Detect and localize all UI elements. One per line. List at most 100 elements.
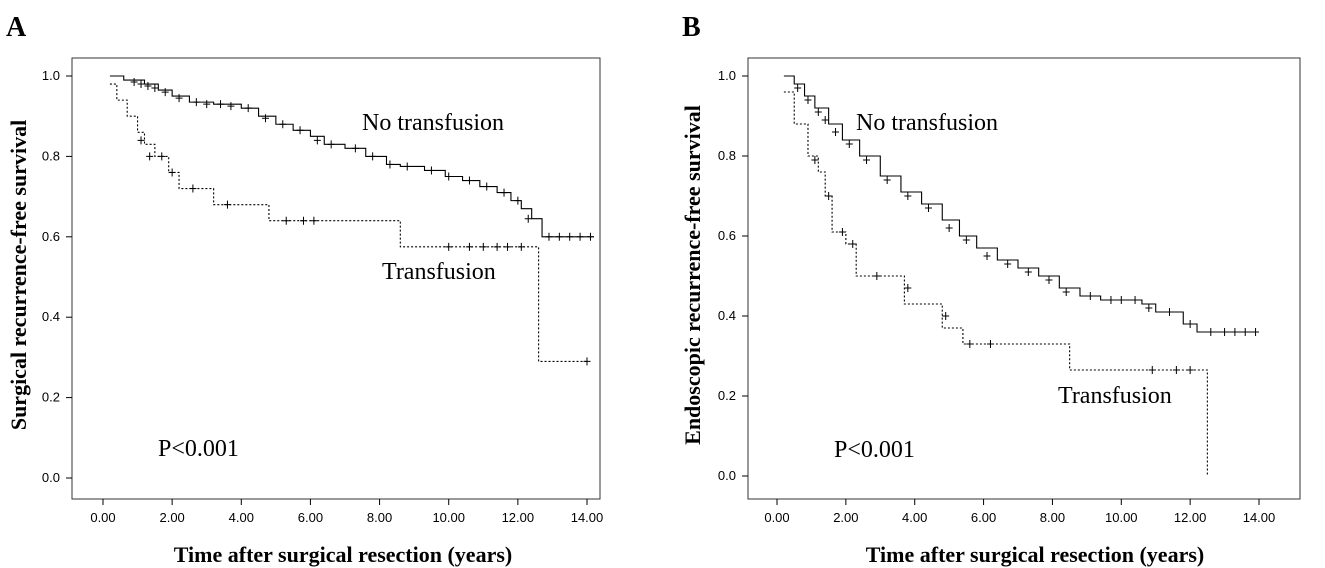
censor-mark-no-transfusion-a-14 [313, 136, 321, 145]
censor-mark-no-transfusion-a-28 [555, 232, 563, 241]
censor-mark-no-transfusion-a-11 [261, 114, 269, 123]
censor-mark-no-transfusion-b-10 [945, 224, 953, 232]
censor-mark-transfusion-b-4 [873, 272, 881, 280]
label-transfusion-a: Transfusion [382, 259, 496, 285]
y-tick-label-a-0: 0.0 [42, 470, 60, 485]
y-tick-label-b-3: 0.6 [718, 228, 736, 243]
censor-mark-no-transfusion-b-24 [1207, 328, 1215, 336]
censor-mark-transfusion-a-7 [300, 216, 308, 225]
censor-mark-no-transfusion-b-28 [1252, 328, 1260, 336]
censor-mark-no-transfusion-b-7 [883, 176, 891, 184]
censor-mark-no-transfusion-b-18 [1107, 296, 1115, 304]
x-tick-label-a-4: 8.00 [367, 510, 392, 525]
censor-mark-no-transfusion-b-4 [832, 128, 840, 136]
x-tick-label-b-2: 4.00 [902, 510, 927, 525]
censor-mark-transfusion-b-7 [966, 340, 974, 348]
censor-mark-no-transfusion-a-9 [227, 102, 235, 111]
censor-mark-transfusion-a-14 [517, 242, 525, 251]
censor-mark-no-transfusion-b-3 [821, 116, 829, 124]
x-tick-label-a-1: 2.00 [159, 510, 184, 525]
censor-mark-transfusion-a-11 [479, 242, 487, 251]
x-tick-label-a-7: 14.00 [571, 510, 604, 525]
censor-mark-transfusion-b-0 [811, 156, 819, 164]
y-tick-label-b-0: 0.0 [718, 468, 736, 483]
x-tick-label-a-5: 10.00 [432, 510, 465, 525]
label-no-transfusion-b: No transfusion [856, 110, 998, 136]
censor-mark-transfusion-b-6 [942, 312, 950, 320]
censor-mark-transfusion-b-10 [1172, 366, 1180, 374]
censor-mark-transfusion-b-5 [904, 284, 912, 292]
y-tick-label-a-1: 0.2 [42, 390, 60, 405]
censor-mark-transfusion-a-5 [223, 200, 231, 209]
censor-mark-no-transfusion-b-17 [1086, 292, 1094, 300]
censor-mark-no-transfusion-a-5 [175, 94, 183, 103]
censor-mark-no-transfusion-b-16 [1062, 288, 1070, 296]
censor-mark-no-transfusion-a-8 [217, 100, 225, 109]
x-tick-label-b-1: 2.00 [833, 510, 858, 525]
x-tick-label-a-2: 4.00 [229, 510, 254, 525]
censor-mark-no-transfusion-a-30 [576, 232, 584, 241]
censor-mark-transfusion-a-4 [189, 184, 197, 193]
censor-mark-transfusion-a-15 [583, 357, 591, 366]
panel-a: A Time after surgical resection (years) … [6, 12, 603, 567]
y-tick-label-a-3: 0.6 [42, 229, 60, 244]
censor-mark-no-transfusion-b-9 [924, 204, 932, 212]
x-tick-label-a-3: 6.00 [298, 510, 323, 525]
censor-mark-no-transfusion-b-0 [794, 84, 802, 92]
censor-mark-transfusion-a-1 [146, 152, 154, 161]
censor-mark-no-transfusion-a-20 [427, 166, 435, 175]
label-transfusion-b: Transfusion [1058, 383, 1172, 409]
curve-transfusion-b [783, 91, 1208, 476]
censor-mark-no-transfusion-b-22 [1165, 308, 1173, 316]
censor-mark-no-transfusion-b-14 [1024, 268, 1032, 276]
plot-frame-b [747, 57, 1301, 500]
censor-mark-no-transfusion-a-25 [514, 196, 522, 205]
censor-mark-no-transfusion-b-21 [1145, 304, 1153, 312]
p-value-b: P<0.001 [834, 437, 915, 463]
censor-mark-no-transfusion-b-25 [1221, 328, 1229, 336]
censor-mark-no-transfusion-b-1 [804, 96, 812, 104]
censor-mark-no-transfusion-b-2 [814, 108, 822, 116]
censor-mark-transfusion-b-11 [1186, 366, 1194, 374]
censor-mark-transfusion-a-0 [137, 136, 145, 145]
x-tick-label-b-4: 8.00 [1040, 510, 1065, 525]
axis-ticks-a: 0.00 2.00 4.00 6.00 8.00 10.00 12.00 14.00 0.0 0.… [42, 68, 603, 525]
curve-no-transfusion-a [109, 75, 594, 238]
censor-mark-no-transfusion-a-15 [327, 140, 335, 149]
plot-frame-a [71, 57, 601, 500]
censor-mark-transfusion-a-12 [493, 242, 501, 251]
x-axis-title-a: Time after surgical resection (years) [174, 542, 512, 567]
y-axis-title-b: Endoscopic recurrence-free survival [680, 105, 705, 445]
panel-b: B Time after surgical resection (years) … [680, 12, 1301, 567]
censor-mark-transfusion-b-9 [1148, 366, 1156, 374]
censor-mark-no-transfusion-b-8 [904, 192, 912, 200]
censor-mark-no-transfusion-a-18 [386, 160, 394, 169]
censor-mark-no-transfusion-b-19 [1117, 296, 1125, 304]
censor-mark-no-transfusion-a-26 [524, 214, 532, 223]
x-tick-label-b-7: 14.00 [1243, 510, 1276, 525]
censor-mark-no-transfusion-a-13 [296, 126, 304, 135]
censor-mark-no-transfusion-b-27 [1241, 328, 1249, 336]
y-tick-label-a-2: 0.4 [42, 309, 60, 324]
label-no-transfusion-a: No transfusion [362, 110, 504, 136]
censor-mark-no-transfusion-a-2 [144, 82, 152, 91]
axis-ticks-b: 0.00 2.00 4.00 6.00 8.00 10.00 12.00 14.00 0.0 0.… [718, 68, 1275, 525]
censor-mark-no-transfusion-a-17 [369, 152, 377, 161]
y-tick-label-b-4: 0.8 [718, 148, 736, 163]
censor-mark-no-transfusion-a-6 [192, 98, 200, 107]
curve-transfusion-a [109, 83, 587, 362]
y-tick-label-a-4: 0.8 [42, 148, 60, 163]
censor-mark-no-transfusion-b-12 [983, 252, 991, 260]
censor-mark-no-transfusion-a-0 [130, 78, 138, 87]
censor-mark-no-transfusion-a-1 [137, 80, 145, 89]
censor-mark-no-transfusion-b-13 [1004, 260, 1012, 268]
censor-mark-transfusion-a-10 [465, 242, 473, 251]
censor-mark-no-transfusion-a-7 [203, 100, 211, 109]
censor-mark-no-transfusion-a-12 [279, 120, 287, 129]
p-value-a: P<0.001 [158, 436, 239, 462]
x-tick-label-a-0: 0.00 [90, 510, 115, 525]
panel-letter-a: A [6, 12, 27, 43]
curves-b [783, 75, 1260, 476]
censor-mark-no-transfusion-a-10 [244, 104, 252, 113]
y-tick-label-a-5: 1.0 [42, 68, 60, 83]
